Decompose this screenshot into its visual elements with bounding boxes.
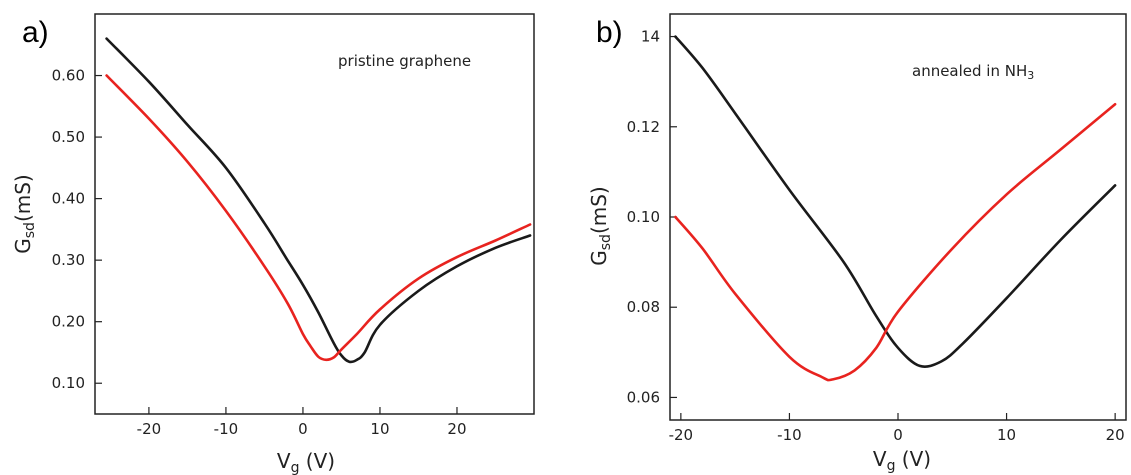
x-tick-label: -20 <box>137 420 162 438</box>
panel-b-y-axis-label-unit: (mS) <box>587 186 611 234</box>
y-tick-label: 0.40 <box>52 190 85 208</box>
panel-a: a) pristine graphene -20 -10 0 10 20 0.10 0.2… <box>11 13 535 475</box>
panel-b-plot-frame <box>669 13 1127 421</box>
panel-b-x-axis-label-sub: g <box>887 458 896 474</box>
panel-b: b) annealed in NH3 -20 -10 0 10 20 0.06 0.08 0… <box>587 13 1127 474</box>
panel-b-series <box>674 35 1117 382</box>
y-tick-label: 14 <box>641 28 660 46</box>
panel-b-x-axis-label-base: V <box>873 447 887 471</box>
y-tick-label: 0.10 <box>627 208 660 226</box>
y-tick-label: 0.60 <box>52 67 85 85</box>
panel-b-x-axis-label: Vg (V) <box>873 447 931 474</box>
series-line-black <box>105 37 532 364</box>
panel-a-series <box>105 37 532 364</box>
panel-a-x-axis-label-base: V <box>277 449 291 473</box>
panel-a-x-axis-label-sub: g <box>291 460 300 475</box>
panel-b-x-axis-label-unit: (V) <box>895 447 931 471</box>
x-tick-label: -20 <box>669 426 694 444</box>
x-tick-label: 0 <box>893 426 903 444</box>
panel-b-annotation-sub: 3 <box>1027 69 1034 82</box>
panel-a-y-ticks: 0.10 0.20 0.30 0.40 0.50 0.60 <box>52 67 102 392</box>
panel-a-y-axis-label: Gsd(mS) <box>11 174 38 253</box>
panel-a-x-axis-label-unit: (V) <box>299 449 335 473</box>
panel-a-y-axis-label-unit: (mS) <box>11 174 35 222</box>
x-tick-label: 0 <box>298 420 308 438</box>
panel-a-x-ticks: -20 -10 0 10 20 <box>137 407 467 438</box>
panel-b-y-axis-label-base: G <box>587 250 611 266</box>
x-tick-label: -10 <box>777 426 802 444</box>
x-tick-label: 20 <box>447 420 466 438</box>
panel-a-x-axis-label: Vg (V) <box>277 449 335 475</box>
series-line-red <box>674 102 1117 382</box>
y-tick-label: 0.06 <box>627 388 660 406</box>
series-line-black <box>674 35 1117 368</box>
y-tick-label: 0.50 <box>52 128 85 146</box>
y-tick-label: 0.08 <box>627 298 660 316</box>
panel-a-y-axis-label-base: G <box>11 238 35 254</box>
series-line-red <box>105 74 532 362</box>
x-tick-label: 10 <box>370 420 389 438</box>
panel-a-annotation: pristine graphene <box>338 52 471 70</box>
panel-a-plot-frame <box>94 13 535 415</box>
panel-b-y-axis-label: Gsd(mS) <box>587 186 614 265</box>
panel-a-y-axis-label-sub: sd <box>22 222 38 238</box>
y-tick-label: 0.12 <box>627 118 660 136</box>
x-tick-label: -10 <box>214 420 239 438</box>
y-tick-label: 0.10 <box>52 374 85 392</box>
x-tick-label: 20 <box>1106 426 1125 444</box>
x-tick-label: 10 <box>997 426 1016 444</box>
y-tick-label: 0.20 <box>52 313 85 331</box>
panel-b-annotation: annealed in NH3 <box>912 62 1034 82</box>
panel-b-y-axis-label-sub: sd <box>598 234 614 250</box>
panel-a-letter: a) <box>22 16 49 49</box>
panel-b-annotation-text: annealed in NH <box>912 62 1027 80</box>
panel-b-letter: b) <box>596 16 623 49</box>
y-tick-label: 0.30 <box>52 251 85 269</box>
panel-b-x-ticks: -20 -10 0 10 20 <box>669 413 1125 444</box>
